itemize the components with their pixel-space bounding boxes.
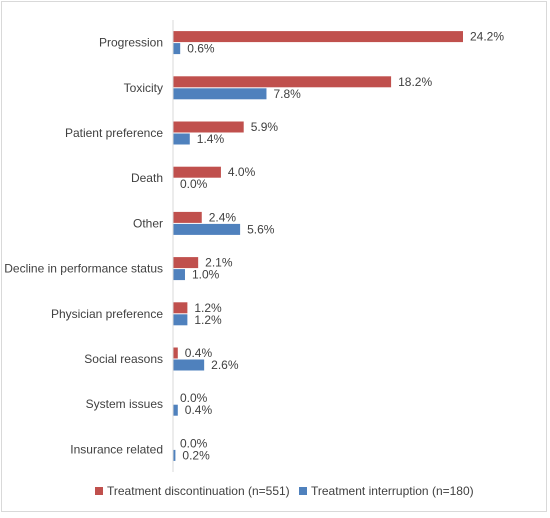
value-label-discontinuation: 0.0% <box>180 391 208 405</box>
value-label-discontinuation: 4.0% <box>228 165 256 179</box>
bar-discontinuation <box>173 121 244 133</box>
legend-label-interruption: Treatment interruption (n=180) <box>311 484 474 498</box>
bar-discontinuation <box>173 31 463 43</box>
category-label: Other <box>133 216 163 230</box>
category-label: Physician preference <box>51 307 163 321</box>
value-label-discontinuation: 2.4% <box>209 210 237 224</box>
value-label-discontinuation: 1.2% <box>194 301 222 315</box>
legend-swatch-discontinuation <box>95 487 103 495</box>
legend-swatch-interruption <box>299 487 307 495</box>
bar-discontinuation <box>173 211 202 223</box>
bar-discontinuation <box>173 302 188 314</box>
value-label-interruption: 7.8% <box>273 87 301 101</box>
value-label-interruption: 0.4% <box>185 403 213 417</box>
category-label: Toxicity <box>124 81 163 95</box>
value-label-discontinuation: 0.0% <box>180 436 208 450</box>
value-label-discontinuation: 0.4% <box>185 346 213 360</box>
category-label: Decline in performance status <box>4 262 163 276</box>
category-label: Patient preference <box>65 126 163 140</box>
bar-interruption <box>173 404 178 416</box>
category-label: Death <box>131 171 163 185</box>
bar-discontinuation <box>173 166 221 178</box>
value-label-interruption: 1.2% <box>194 313 222 327</box>
bar-chart: Progression Toxicity Patient preference Dea… <box>4 20 504 498</box>
category-label: Social reasons <box>84 352 163 366</box>
value-label-interruption: 5.6% <box>247 222 275 236</box>
value-label-discontinuation: 2.1% <box>205 256 233 270</box>
value-label-interruption: 0.2% <box>182 448 210 462</box>
value-label-interruption: 2.6% <box>211 358 239 372</box>
value-label-discontinuation: 5.9% <box>251 120 279 134</box>
bar-interruption <box>173 449 176 461</box>
bar-interruption <box>173 133 190 145</box>
bar-interruption <box>173 88 267 100</box>
category-label: Progression <box>99 36 163 50</box>
bar-interruption <box>173 43 181 55</box>
bar-discontinuation <box>173 347 178 359</box>
bar-discontinuation <box>173 257 199 269</box>
bar-discontinuation <box>173 76 392 88</box>
category-label: Insurance related <box>70 442 163 456</box>
value-label-discontinuation: 24.2% <box>470 30 504 44</box>
legend: Treatment discontinuation (n=551) Treatm… <box>95 484 474 498</box>
bar-interruption <box>173 359 205 371</box>
category-labels: Progression Toxicity Patient preference Dea… <box>4 36 163 457</box>
value-labels: 24.2% 0.6% 18.2% 7.8% 5.9% 1.4% 4.0% 0.0% 2.4% 5.… <box>180 30 504 463</box>
value-label-interruption: 1.0% <box>192 268 220 282</box>
value-label-discontinuation: 18.2% <box>398 75 432 89</box>
bars-group <box>173 31 463 461</box>
legend-label-discontinuation: Treatment discontinuation (n=551) <box>107 484 290 498</box>
category-label: System issues <box>86 397 163 411</box>
value-label-interruption: 0.0% <box>180 177 208 191</box>
value-label-interruption: 0.6% <box>187 42 215 56</box>
chart-frame: Progression Toxicity Patient preference Dea… <box>1 1 547 512</box>
bar-interruption <box>173 269 185 281</box>
value-label-interruption: 1.4% <box>197 132 225 146</box>
bar-interruption <box>173 223 241 235</box>
bar-interruption <box>173 314 188 326</box>
